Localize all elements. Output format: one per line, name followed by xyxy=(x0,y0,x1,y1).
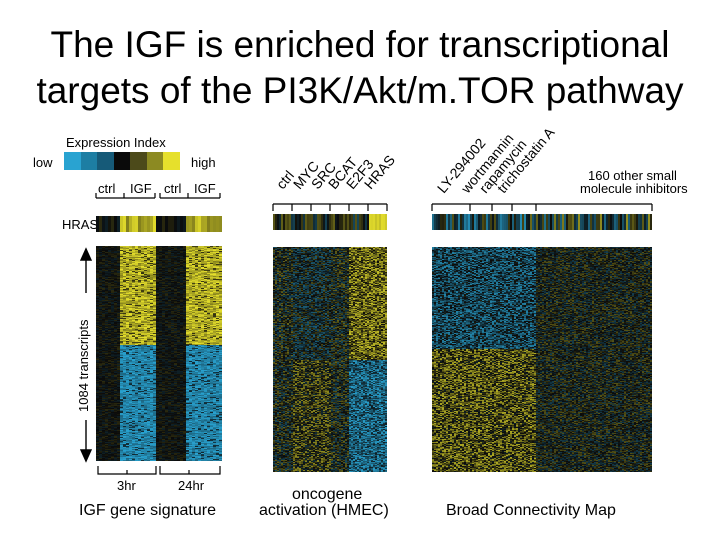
cmap-other-label-line-2: molecule inhibitors xyxy=(580,181,688,196)
legend-color-bar xyxy=(64,152,181,170)
igf-col-label-igf-3hr: IGF xyxy=(130,181,152,196)
title-line-1: The IGF is enriched for transcriptional xyxy=(50,24,670,65)
oncogene-caption-line-2: activation (HMEC) xyxy=(259,502,389,519)
igf-col-bracket-3hr xyxy=(95,193,156,199)
connectivity-map-heatmap xyxy=(432,247,652,472)
slide-title: The IGF is enriched for transcriptional … xyxy=(0,22,720,114)
oncogene-activation-heatmap xyxy=(273,247,387,472)
igf-time-bracket xyxy=(97,466,221,475)
igf-signature-heatmap xyxy=(96,246,222,461)
legend-swatch xyxy=(80,152,98,170)
legend-swatch xyxy=(97,152,114,170)
legend-low-label: low xyxy=(33,155,53,170)
time-label-3hr: 3hr xyxy=(117,478,136,493)
legend-high-label: high xyxy=(191,155,216,170)
cmap-caption: Broad Connectivity Map xyxy=(446,502,616,519)
time-label-24hr: 24hr xyxy=(178,478,205,493)
cmap-col-bracket xyxy=(431,203,653,211)
hras-row-label: HRAS xyxy=(62,217,99,232)
igf-col-label-ctrl-3hr: ctrl xyxy=(98,181,116,196)
cmap-other-label-line-1: 160 other small xyxy=(588,168,677,183)
igf-col-label-ctrl-24hr: ctrl xyxy=(164,181,182,196)
legend-swatch xyxy=(64,152,81,170)
oncogene-hras-strip xyxy=(273,214,387,230)
transcripts-arrow xyxy=(79,247,93,463)
legend-swatch xyxy=(146,152,164,170)
legend-swatch xyxy=(130,152,147,170)
legend-swatch xyxy=(113,152,131,170)
igf-col-bracket-24hr xyxy=(159,193,221,199)
title-line-2: targets of the PI3K/Akt/m.TOR pathway xyxy=(36,70,684,111)
igf-hras-strip xyxy=(96,216,222,232)
oncogene-col-bracket xyxy=(272,203,388,211)
igf-col-label-igf-24hr: IGF xyxy=(194,181,216,196)
legend-swatch xyxy=(163,152,181,170)
oncogene-caption-line-1: oncogene xyxy=(292,486,363,503)
igf-panel-caption: IGF gene signature xyxy=(79,502,216,519)
legend-title: Expression Index xyxy=(66,135,166,150)
cmap-hras-strip xyxy=(432,214,652,230)
